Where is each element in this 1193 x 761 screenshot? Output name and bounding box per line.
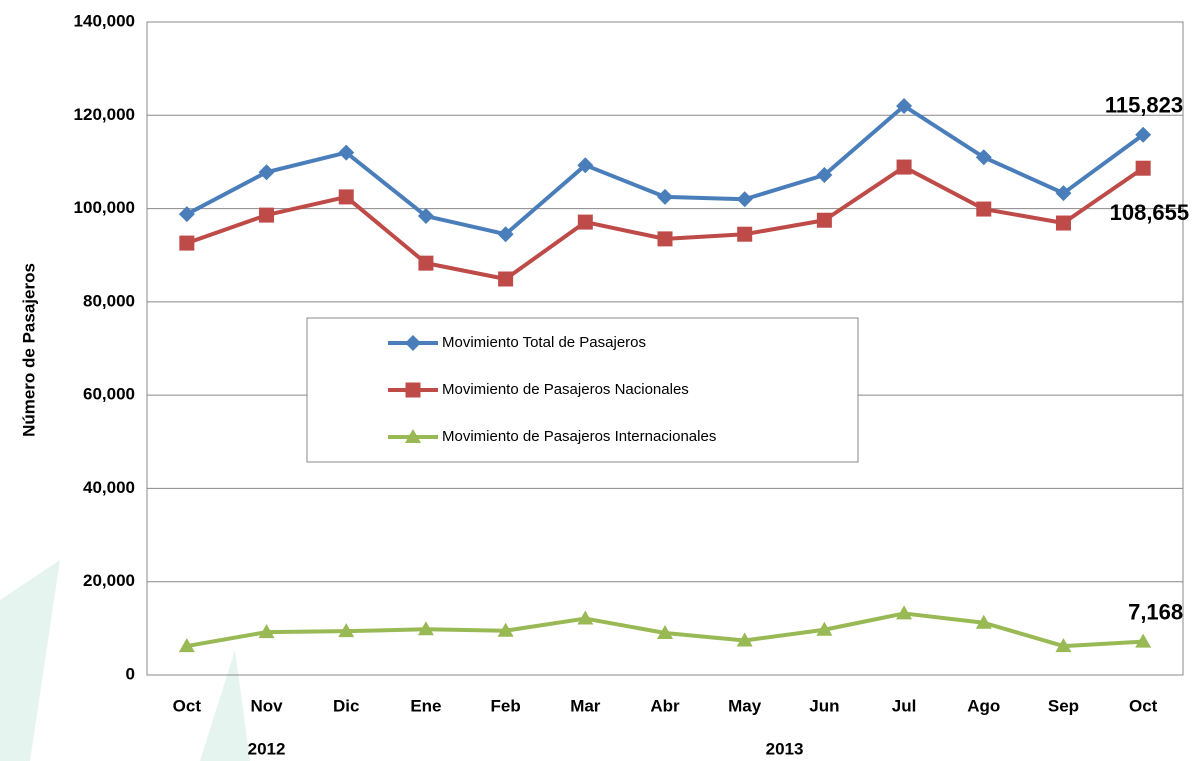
- x-tick-label: Jun: [809, 696, 839, 715]
- value-label: 7,168: [1128, 599, 1183, 624]
- x-tick-label: Nov: [250, 696, 283, 715]
- y-tick-label: 140,000: [74, 11, 135, 30]
- point: [178, 206, 195, 223]
- x-group-label: 2013: [766, 739, 804, 758]
- point: [816, 166, 833, 183]
- y-tick-label: 80,000: [83, 291, 135, 310]
- x-tick-label: Sep: [1048, 696, 1079, 715]
- point: [1055, 185, 1072, 202]
- point: [1135, 160, 1151, 176]
- legend-label: Movimiento Total de Pasajeros: [442, 334, 646, 351]
- x-tick-label: Abr: [650, 696, 680, 715]
- y-tick-label: 120,000: [74, 105, 135, 124]
- point: [338, 189, 354, 205]
- point: [405, 382, 421, 398]
- y-tick-label: 60,000: [83, 385, 135, 404]
- x-tick-label: Jul: [892, 696, 917, 715]
- value-label: 108,655: [1110, 200, 1190, 225]
- point: [577, 157, 594, 174]
- point: [657, 231, 673, 247]
- point: [1055, 215, 1071, 231]
- point: [577, 214, 593, 230]
- point: [417, 208, 434, 225]
- legend-label: Movimiento de Pasajeros Nacionales: [442, 381, 689, 398]
- point: [259, 207, 275, 223]
- x-tick-label: Oct: [173, 696, 202, 715]
- decoration: [0, 560, 60, 761]
- y-tick-label: 0: [126, 664, 135, 683]
- point: [498, 271, 514, 287]
- point: [178, 638, 195, 653]
- legend-label: Movimiento de Pasajeros Internacionales: [442, 428, 716, 445]
- point: [975, 149, 992, 166]
- point: [258, 164, 275, 181]
- point: [338, 144, 355, 161]
- x-tick-label: Ene: [410, 696, 441, 715]
- point: [418, 255, 434, 271]
- point: [657, 188, 673, 205]
- point: [657, 625, 673, 640]
- point: [497, 622, 514, 637]
- point: [816, 212, 832, 228]
- x-tick-label: Feb: [490, 696, 520, 715]
- point: [577, 610, 594, 625]
- point: [405, 429, 421, 443]
- y-tick-label: 100,000: [74, 198, 135, 217]
- x-group-label: 2012: [248, 739, 286, 758]
- point: [975, 614, 992, 629]
- x-tick-label: May: [728, 696, 762, 715]
- decoration: [200, 650, 250, 761]
- point: [896, 605, 913, 620]
- series-line: [185, 103, 1145, 237]
- point: [338, 623, 355, 638]
- point: [737, 226, 753, 242]
- x-tick-label: Dic: [333, 696, 359, 715]
- point: [1055, 638, 1072, 653]
- series-line: [186, 165, 1145, 282]
- point: [179, 235, 195, 251]
- point: [896, 97, 913, 114]
- point: [1135, 633, 1152, 648]
- legend: Movimiento Total de Pasajeros Movimiento …: [306, 317, 859, 463]
- y-tick-label: 20,000: [83, 571, 135, 590]
- point: [258, 624, 275, 639]
- point: [1135, 126, 1152, 143]
- point: [405, 335, 421, 351]
- point: [736, 632, 753, 647]
- value-label: 115,823: [1105, 93, 1183, 118]
- point: [417, 621, 434, 636]
- x-tick-label: Mar: [570, 696, 601, 715]
- point: [976, 201, 992, 217]
- y-tick-label: 40,000: [83, 478, 135, 497]
- point: [816, 621, 833, 636]
- x-tick-label: Ago: [967, 696, 1000, 715]
- y-axis-label: Número de Pasajeros: [19, 263, 38, 437]
- point: [497, 226, 514, 243]
- point: [736, 191, 753, 208]
- point: [896, 159, 912, 175]
- x-tick-label: Oct: [1129, 696, 1158, 715]
